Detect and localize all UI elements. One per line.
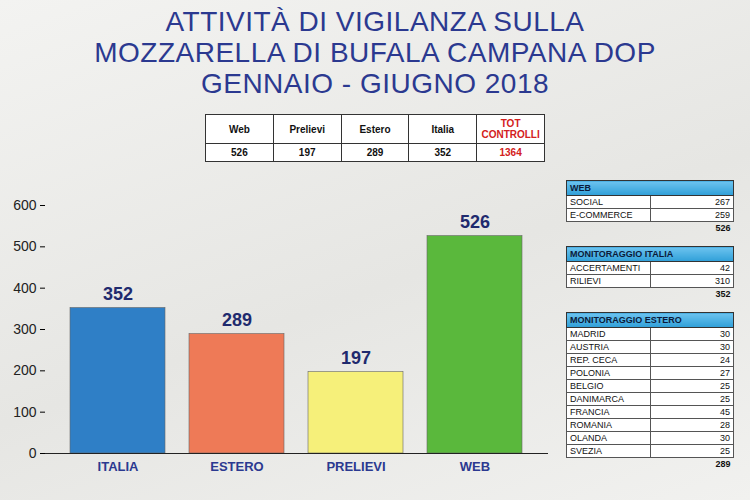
html-text:Estero: Estero <box>359 123 391 135</box>
html-text:25: 25 <box>720 394 730 404</box>
html-text:310: 310 <box>715 276 730 286</box>
html-text:526: 526 <box>715 223 731 233</box>
html-text:289: 289 <box>715 459 731 469</box>
html-text:GENNAIO - GIUGNO 2018: GENNAIO - GIUGNO 2018 <box>200 68 550 99</box>
html-text:SVEZIA: SVEZIA <box>570 446 602 456</box>
svg-text:289: 289 <box>222 310 252 330</box>
html-text:Prelievi: Prelievi <box>289 123 325 135</box>
html-text:RILIEVI: RILIEVI <box>570 276 601 286</box>
html-text:DANIMARCA: DANIMARCA <box>570 394 624 404</box>
html-text:45: 45 <box>720 407 730 417</box>
html-text:526: 526 <box>231 147 248 158</box>
html-text:267: 267 <box>715 197 730 207</box>
svg-text:197: 197 <box>341 348 371 368</box>
html-text:1364: 1364 <box>499 147 522 158</box>
svg-text:PRELIEVI: PRELIEVI <box>326 459 385 474</box>
html-text:MONITORAGGIO ITALIA: MONITORAGGIO ITALIA <box>570 249 674 259</box>
html-text:259: 259 <box>715 210 730 220</box>
html-text:E-COMMERCE: E-COMMERCE <box>570 210 633 220</box>
html-text:ROMANIA: ROMANIA <box>570 420 612 430</box>
html-text:OLANDA: OLANDA <box>570 433 607 443</box>
html-text:AUSTRIA: AUSTRIA <box>570 342 609 352</box>
svg-text:526: 526 <box>460 212 490 232</box>
html-text:25: 25 <box>720 381 730 391</box>
html-text:352: 352 <box>434 147 452 158</box>
html-text:30: 30 <box>720 342 730 352</box>
html-text:42: 42 <box>720 263 730 273</box>
html-text:Web: Web <box>228 123 250 135</box>
svg-text:352: 352 <box>103 284 133 304</box>
html-text:24: 24 <box>720 355 730 365</box>
html-text:WEB: WEB <box>570 183 591 193</box>
svg-text:300: 300 <box>13 321 37 337</box>
html-text:FRANCIA: FRANCIA <box>570 407 610 417</box>
html-text:MONITORAGGIO ESTERO: MONITORAGGIO ESTERO <box>570 315 682 325</box>
html-text:POLONIA: POLONIA <box>570 368 610 378</box>
html-text:TOT CONTROLLI: TOT CONTROLLI <box>481 118 540 140</box>
html-text:28: 28 <box>720 420 730 430</box>
html-text:Italia: Italia <box>431 123 455 135</box>
html-text:ACCERTAMENTI: ACCERTAMENTI <box>570 263 641 273</box>
html-text:30: 30 <box>720 433 730 443</box>
svg-text:WEB: WEB <box>460 459 490 474</box>
svg-text:100: 100 <box>13 404 37 420</box>
html-text:197: 197 <box>298 147 316 158</box>
html-text:MADRID: MADRID <box>570 329 606 339</box>
svg-text:500: 500 <box>13 238 37 254</box>
html-text:ATTIVITÀ DI VIGILANZA SULLA MO: ATTIVITÀ DI VIGILANZA SULLA MOZZARELLA D… <box>94 6 656 68</box>
svg-text:0: 0 <box>29 445 37 461</box>
svg-text:ESTERO: ESTERO <box>210 459 263 474</box>
html-text:352: 352 <box>715 289 731 299</box>
svg-text:400: 400 <box>13 280 37 296</box>
html-text:30: 30 <box>720 329 730 339</box>
html-text:SOCIAL: SOCIAL <box>570 197 603 207</box>
html-text:27: 27 <box>720 368 730 378</box>
svg-text:ITALIA: ITALIA <box>98 459 140 474</box>
html-text:BELGIO: BELGIO <box>570 381 604 391</box>
svg-text:200: 200 <box>13 362 37 378</box>
html-text:REP. CECA: REP. CECA <box>570 355 618 365</box>
html-text:25: 25 <box>720 446 730 456</box>
svg-text:600: 600 <box>13 197 37 213</box>
html-text:289: 289 <box>366 147 384 158</box>
